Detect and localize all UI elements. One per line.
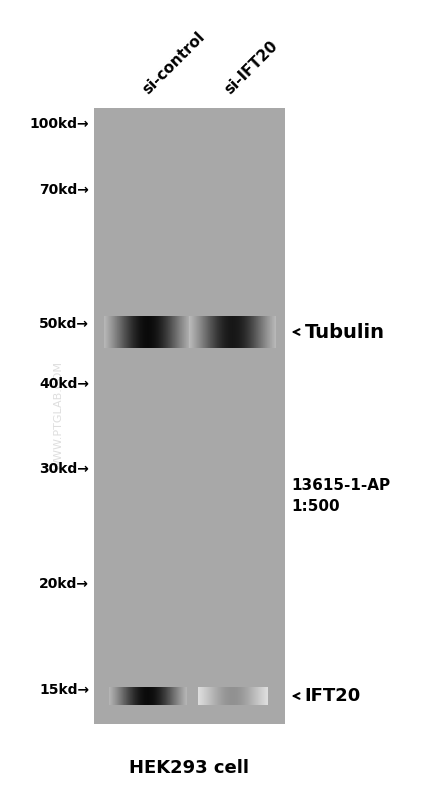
Text: si-control: si-control: [139, 30, 207, 98]
Text: 15kd→: 15kd→: [39, 682, 89, 697]
Text: 13615-1-AP
1:500: 13615-1-AP 1:500: [291, 478, 390, 514]
Text: 20kd→: 20kd→: [39, 577, 89, 591]
Text: 70kd→: 70kd→: [39, 182, 89, 197]
Text: Tubulin: Tubulin: [304, 322, 384, 342]
Text: HEK293 cell: HEK293 cell: [129, 759, 249, 777]
Text: si-IFT20: si-IFT20: [222, 38, 280, 98]
Text: 100kd→: 100kd→: [30, 117, 89, 131]
Text: 40kd→: 40kd→: [39, 377, 89, 391]
Text: WWW.PTGLAB.COM: WWW.PTGLAB.COM: [54, 362, 63, 470]
Text: IFT20: IFT20: [304, 687, 360, 705]
Text: 30kd→: 30kd→: [39, 462, 89, 476]
Bar: [93, 108, 284, 724]
Text: 50kd→: 50kd→: [39, 317, 89, 331]
